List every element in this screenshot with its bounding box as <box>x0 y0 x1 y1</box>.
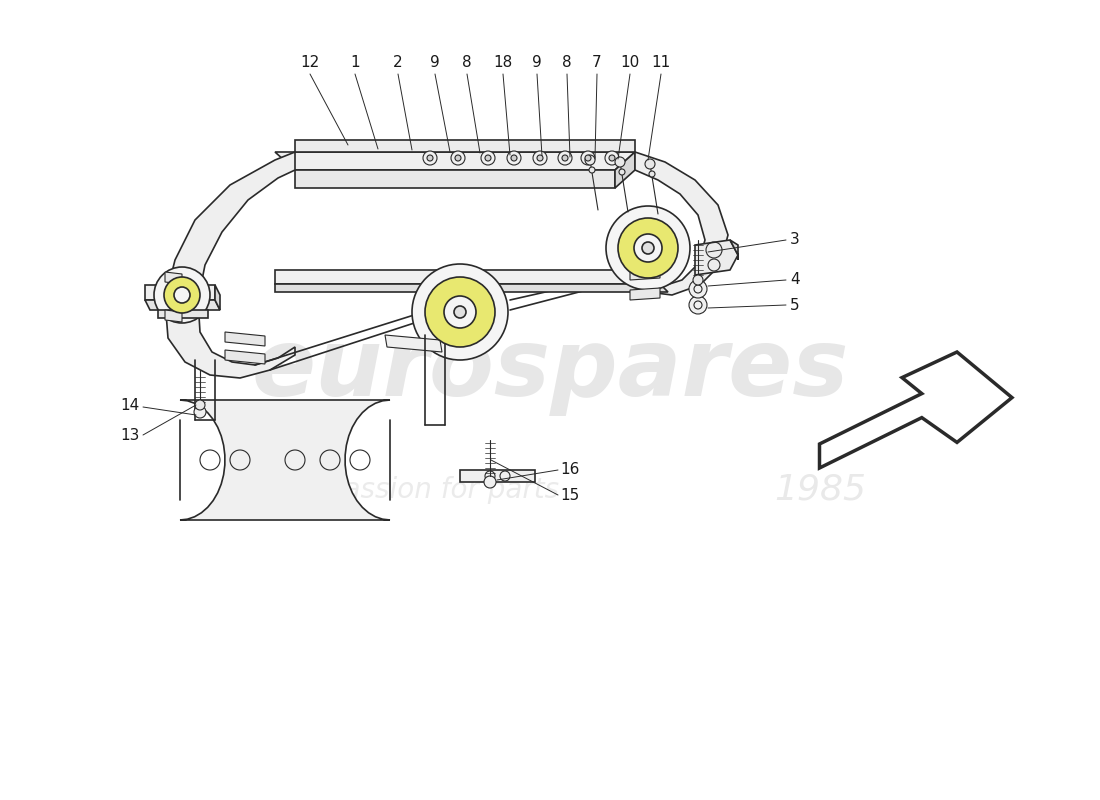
Circle shape <box>585 155 591 161</box>
Circle shape <box>634 234 662 262</box>
Polygon shape <box>630 268 660 280</box>
Polygon shape <box>275 284 668 292</box>
Text: 1: 1 <box>350 55 360 70</box>
Text: 3: 3 <box>790 233 800 247</box>
Polygon shape <box>145 300 220 310</box>
Circle shape <box>609 155 615 161</box>
Text: 9: 9 <box>430 55 440 70</box>
Circle shape <box>619 169 625 175</box>
Circle shape <box>537 155 543 161</box>
Circle shape <box>424 151 437 165</box>
Circle shape <box>195 400 205 410</box>
Polygon shape <box>820 352 1012 468</box>
Circle shape <box>451 151 465 165</box>
Circle shape <box>174 287 190 303</box>
Circle shape <box>642 242 654 254</box>
Text: 8: 8 <box>462 55 472 70</box>
Circle shape <box>649 171 654 177</box>
Polygon shape <box>695 240 738 275</box>
Circle shape <box>425 277 495 347</box>
Polygon shape <box>226 350 265 364</box>
Polygon shape <box>165 152 295 378</box>
Text: 2: 2 <box>393 55 403 70</box>
Circle shape <box>484 476 496 488</box>
Circle shape <box>645 159 654 169</box>
Polygon shape <box>214 285 220 310</box>
Text: 14: 14 <box>121 398 140 413</box>
Circle shape <box>164 277 200 313</box>
Circle shape <box>455 155 461 161</box>
Text: 10: 10 <box>620 55 639 70</box>
Polygon shape <box>275 270 660 284</box>
Text: 5: 5 <box>790 298 800 313</box>
Circle shape <box>412 264 508 360</box>
Circle shape <box>512 155 517 161</box>
Polygon shape <box>630 288 660 300</box>
Circle shape <box>485 155 491 161</box>
Polygon shape <box>165 310 182 322</box>
Polygon shape <box>295 140 635 152</box>
Polygon shape <box>145 285 214 300</box>
Text: 12: 12 <box>300 55 320 70</box>
Polygon shape <box>730 240 738 260</box>
Text: 7: 7 <box>592 55 602 70</box>
Text: 4: 4 <box>790 273 800 287</box>
Polygon shape <box>625 152 728 295</box>
Circle shape <box>558 151 572 165</box>
Circle shape <box>605 151 619 165</box>
Text: a passion for parts: a passion for parts <box>300 476 560 504</box>
Circle shape <box>606 206 690 290</box>
Polygon shape <box>158 310 208 318</box>
Circle shape <box>454 306 466 318</box>
Text: 1985: 1985 <box>774 473 866 507</box>
Text: eurospares: eurospares <box>251 324 849 416</box>
Text: 8: 8 <box>562 55 572 70</box>
Circle shape <box>427 155 433 161</box>
Circle shape <box>585 155 595 165</box>
Circle shape <box>481 151 495 165</box>
Circle shape <box>618 218 678 278</box>
Text: 15: 15 <box>560 487 580 502</box>
Polygon shape <box>180 400 390 520</box>
Circle shape <box>689 280 707 298</box>
Circle shape <box>507 151 521 165</box>
Circle shape <box>581 151 595 165</box>
Polygon shape <box>385 335 442 352</box>
Circle shape <box>562 155 568 161</box>
Text: 11: 11 <box>651 55 671 70</box>
Circle shape <box>194 406 206 418</box>
Polygon shape <box>226 332 265 346</box>
Circle shape <box>534 151 547 165</box>
Polygon shape <box>460 470 535 482</box>
Polygon shape <box>615 152 635 188</box>
Circle shape <box>588 167 595 173</box>
Circle shape <box>615 157 625 167</box>
Circle shape <box>444 296 476 328</box>
Polygon shape <box>165 272 182 284</box>
Text: 13: 13 <box>121 427 140 442</box>
Text: 18: 18 <box>494 55 513 70</box>
Circle shape <box>154 267 210 323</box>
Polygon shape <box>295 170 615 188</box>
Polygon shape <box>275 152 635 170</box>
Circle shape <box>693 275 703 285</box>
Text: 16: 16 <box>560 462 580 478</box>
Circle shape <box>689 296 707 314</box>
Text: 9: 9 <box>532 55 542 70</box>
